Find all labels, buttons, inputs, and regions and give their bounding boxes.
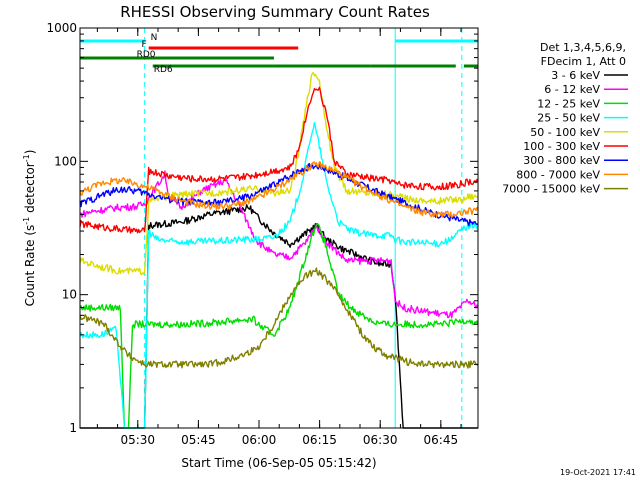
series-line-25-50-kev [79, 122, 479, 429]
x-tick-label-06-15: 06:15 [302, 433, 337, 447]
x-axis-ticks: 05:30 05:45 06:00 06:15 06:30 06:45 [96, 28, 462, 447]
legend-label-3-6-kev: 3 - 6 keV [551, 69, 600, 82]
series-line-7000-15000-kev [79, 267, 479, 369]
coverage-label-f: F [142, 40, 147, 50]
legend-label-12-25-kev: 12 - 25 keV [537, 97, 600, 110]
series-lines [79, 71, 479, 429]
legend-label-6-12-kev: 6 - 12 keV [544, 83, 600, 96]
series-line-100-300-kev [79, 86, 479, 234]
y-tick-label-10: 10 [62, 288, 77, 302]
y-axis-ticks: 1 10 100 1000 [46, 21, 478, 435]
x-tick-label-06-00: 06:00 [242, 433, 277, 447]
y-axis-label-sup: -1 [22, 217, 31, 225]
y-axis-label-suffix: detector [23, 162, 37, 217]
chart-title: RHESSI Observing Summary Count Rates [120, 3, 430, 21]
legend-label-50-100-kev: 50 - 100 keV [530, 126, 600, 139]
coverage-label-rd0: RD0 [137, 50, 156, 60]
y-axis-label-main: Count Rate (s [23, 225, 37, 307]
x-tick-label-06-30: 06:30 [363, 433, 398, 447]
legend-label-7000-15000-kev: 7000 - 15000 keV [502, 183, 600, 196]
legend-label-800-7000-kev: 800 - 7000 keV [516, 168, 600, 181]
legend-header-line-1: Det 1,3,4,5,6,9, [540, 41, 626, 54]
legend: Det 1,3,4,5,6,9, FDecim 1, Att 0 3 - 6 k… [502, 41, 628, 196]
y-axis-label: Count Rate (s-1 detector-1) [22, 150, 37, 307]
x-tick-label-05-45: 05:45 [181, 433, 216, 447]
y-tick-label-1: 1 [69, 421, 77, 435]
x-tick-label-05-30: 05:30 [120, 433, 155, 447]
legend-label-300-800-kev: 300 - 800 keV [523, 154, 600, 167]
legend-label-100-300-kev: 100 - 300 keV [523, 140, 600, 153]
y-tick-label-100: 100 [54, 154, 77, 168]
series-line-50-100-kev [79, 71, 479, 276]
x-axis-label: Start Time (06-Sep-05 05:15:42) [181, 456, 376, 470]
y-axis-label-close: ) [23, 150, 37, 155]
coverage-label-rd6: RD6 [154, 65, 173, 75]
footer-timestamp: 19-Oct-2021 17:41 [560, 468, 636, 477]
coverage-label-n: N [151, 33, 158, 43]
series-line-800-7000-kev [79, 161, 479, 218]
legend-label-25-50-kev: 25 - 50 keV [537, 112, 600, 125]
y-tick-label-1000: 1000 [46, 21, 77, 35]
y-axis-label-sup-2: -1 [22, 154, 31, 162]
x-tick-label-06-45: 06:45 [424, 433, 459, 447]
legend-header-line-2: FDecim 1, Att 0 [541, 55, 626, 68]
